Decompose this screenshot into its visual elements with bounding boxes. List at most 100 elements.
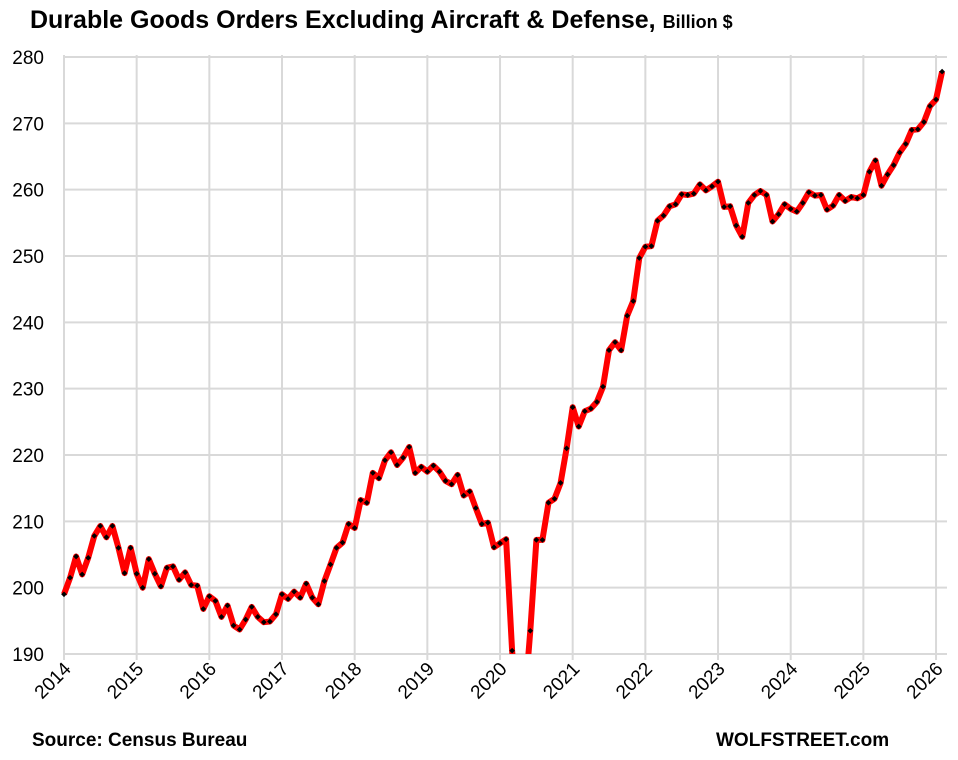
- data-point: [242, 616, 249, 623]
- data-point: [200, 606, 207, 612]
- data-point: [206, 593, 213, 600]
- data-point: [612, 339, 618, 346]
- data-point: [648, 243, 655, 249]
- data-point: [939, 68, 945, 75]
- data-point: [860, 192, 867, 198]
- y-tick-label: 240: [12, 313, 44, 334]
- data-point: [618, 347, 624, 354]
- x-tick-label: 2018: [321, 659, 366, 704]
- data-point: [127, 545, 134, 551]
- data-point: [721, 204, 727, 210]
- data-point: [551, 495, 558, 502]
- data-point: [479, 521, 485, 527]
- data-point: [436, 468, 443, 475]
- data-point: [85, 554, 92, 561]
- data-point: [921, 119, 927, 125]
- data-point: [279, 591, 285, 598]
- data-point: [848, 194, 855, 200]
- data-point: [103, 534, 110, 541]
- data-point: [164, 564, 170, 571]
- y-tick-label: 190: [12, 645, 44, 666]
- data-point: [261, 619, 267, 625]
- data-point: [751, 192, 758, 198]
- data-point: [521, 704, 527, 710]
- data-point: [842, 198, 849, 204]
- data-point: [878, 182, 885, 189]
- data-point: [588, 405, 594, 412]
- data-point: [370, 470, 376, 476]
- y-tick-label: 230: [12, 380, 44, 401]
- data-point: [327, 561, 334, 568]
- data-point: [745, 200, 752, 206]
- data-point: [218, 614, 225, 620]
- y-tick-label: 210: [12, 512, 44, 533]
- data-point: [727, 203, 733, 210]
- data-point: [787, 206, 794, 212]
- data-point: [182, 569, 188, 576]
- data-point: [152, 570, 158, 577]
- data-point: [79, 571, 85, 578]
- data-point: [394, 462, 400, 468]
- data-point: [170, 563, 176, 570]
- data-point: [896, 149, 903, 156]
- data-point: [224, 602, 231, 609]
- data-point: [539, 537, 546, 543]
- series-line: [61, 70, 946, 654]
- data-point: [230, 622, 237, 629]
- data-point: [351, 525, 358, 531]
- data-point: [133, 570, 140, 577]
- x-tick-label: 2017: [249, 659, 294, 704]
- data-point: [818, 192, 824, 198]
- data-point: [824, 206, 830, 213]
- data-point: [321, 578, 328, 584]
- data-point: [285, 596, 291, 602]
- data-point: [472, 505, 479, 511]
- data-point: [188, 582, 195, 588]
- data-point: [624, 312, 631, 319]
- data-point: [654, 218, 661, 224]
- data-point: [109, 523, 116, 529]
- data-point: [515, 718, 521, 724]
- x-tick-label: 2020: [467, 659, 512, 704]
- data-point: [606, 347, 612, 354]
- y-tick-label: 220: [12, 446, 44, 467]
- data-point: [194, 582, 201, 589]
- data-point: [733, 222, 740, 229]
- data-point: [309, 594, 316, 601]
- data-point: [491, 544, 497, 551]
- chart-title: Durable Goods Orders Excluding Aircraft …: [30, 6, 733, 35]
- data-point: [866, 168, 873, 175]
- x-tick-label: 2026: [903, 659, 948, 704]
- x-tick-label: 2016: [176, 659, 221, 704]
- data-point: [739, 233, 746, 240]
- x-tick-label: 2015: [103, 659, 148, 704]
- data-point: [933, 96, 939, 103]
- data-point: [678, 191, 685, 198]
- data-point: [642, 243, 649, 250]
- data-point: [357, 497, 364, 503]
- data-point: [388, 449, 394, 456]
- data-point: [297, 594, 304, 601]
- data-point: [466, 488, 473, 495]
- data-point: [442, 478, 449, 484]
- data-point: [254, 614, 261, 620]
- data-point: [424, 468, 431, 475]
- data-point: [67, 574, 73, 581]
- data-point: [248, 604, 255, 610]
- y-tick-label: 270: [12, 114, 44, 135]
- data-point: [460, 492, 467, 499]
- x-tick-label: 2022: [612, 659, 657, 704]
- data-point: [854, 195, 861, 202]
- data-point: [61, 591, 67, 598]
- data-point: [793, 208, 800, 215]
- data-point: [902, 141, 909, 147]
- data-point: [806, 189, 812, 196]
- y-tick-label: 260: [12, 181, 44, 202]
- data-point: [145, 556, 152, 562]
- data-point: [703, 187, 709, 194]
- data-point: [715, 178, 721, 185]
- data-point: [339, 539, 346, 546]
- data-point: [236, 626, 243, 633]
- data-point: [273, 611, 279, 618]
